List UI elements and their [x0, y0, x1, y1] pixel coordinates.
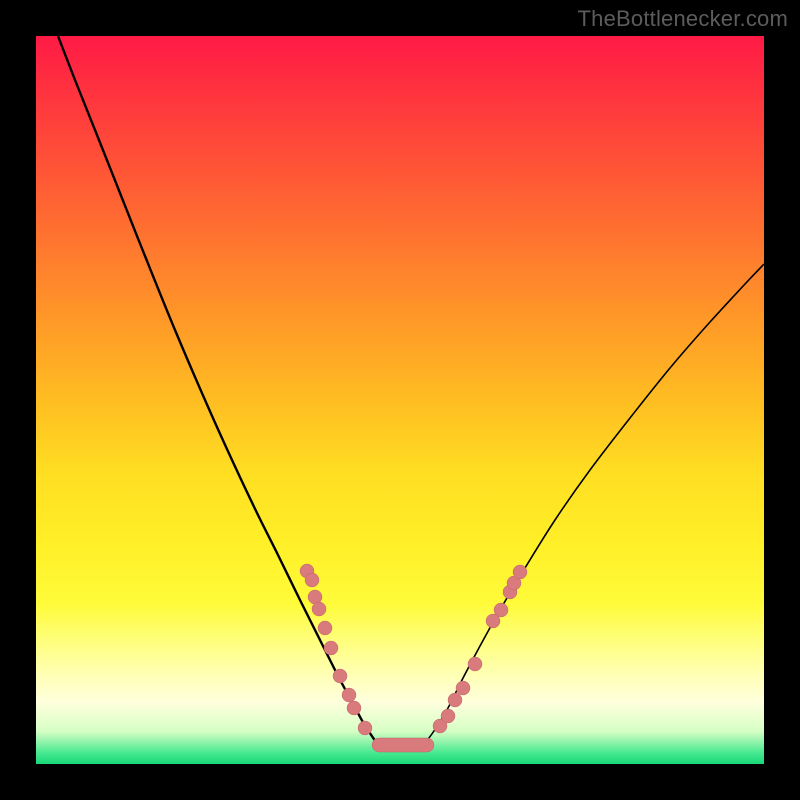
marker-dot [358, 721, 372, 735]
gradient-background [36, 36, 764, 764]
marker-dot [324, 641, 338, 655]
marker-dot [448, 693, 462, 707]
marker-dot [456, 681, 470, 695]
markers-bottom-bar [372, 738, 434, 752]
marker-dot [333, 669, 347, 683]
chart-svg [0, 0, 800, 800]
marker-dot [342, 688, 356, 702]
marker-dot [513, 565, 527, 579]
marker-dot [312, 602, 326, 616]
marker-dot [318, 621, 332, 635]
marker-dot [305, 573, 319, 587]
marker-dot [441, 709, 455, 723]
marker-dot [494, 603, 508, 617]
marker-dot [347, 701, 361, 715]
marker-dot [468, 657, 482, 671]
